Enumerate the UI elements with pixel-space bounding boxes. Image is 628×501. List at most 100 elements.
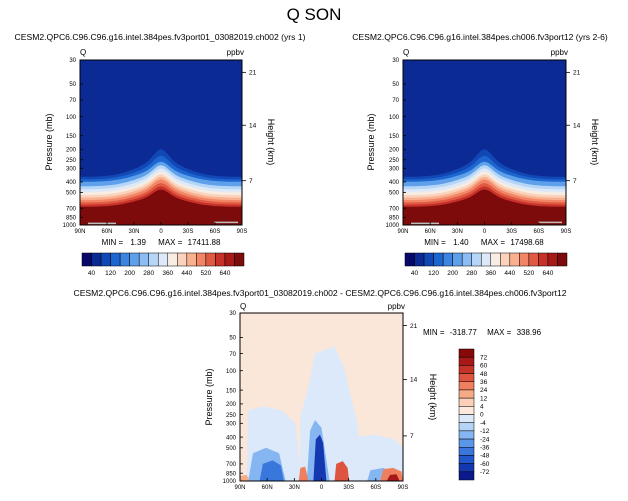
panel-3-colorbar-label-5: 12 xyxy=(480,395,488,402)
panel-1-x-tick-label-4: 30S xyxy=(183,229,194,235)
panel-3-colorbar-label-13: -60 xyxy=(480,461,490,468)
panel-3-y-tick-label-0: 30 xyxy=(229,311,236,317)
panel-2-y-tick-label-6: 250 xyxy=(389,158,400,164)
panel-1-colorbar-swatch-0 xyxy=(81,252,92,267)
panel-1-colorbar: 40 120 200 280 360 440 520 640 xyxy=(81,252,245,277)
panel-1-colorbar-swatch-15 xyxy=(224,252,235,267)
panel-3-max-value: 338.96 xyxy=(517,328,542,337)
panel-3-x-tick-label-4: 30S xyxy=(343,485,354,491)
panel-1-colorbar-swatch-12 xyxy=(196,252,207,267)
panel-1-right-tick-label-1: 14 xyxy=(249,122,257,129)
panel-3-deep-blue-center xyxy=(313,434,327,481)
panel-2-colorbar-swatch-2 xyxy=(423,252,434,267)
panel-2-max-value: 17498.68 xyxy=(510,238,544,247)
panel-1-colorbar-swatch-13 xyxy=(205,252,216,267)
panel-3-right-tick-label-0: 21 xyxy=(410,323,418,330)
panel-3-colorbar-swatch-12 xyxy=(458,447,475,456)
panel-3-y-tick-label-10: 700 xyxy=(226,462,237,468)
panel-3-colorbar-label-4: 24 xyxy=(480,387,488,394)
panel-1-colorbar-swatch-10 xyxy=(177,252,188,267)
panel-2-y-tick-label-8: 400 xyxy=(389,180,400,186)
panel-2-ylabel: Pressure (mb) xyxy=(366,113,376,170)
panel-1-x-tick-label-6: 90S xyxy=(237,229,248,235)
panel-3-ylabel: Pressure (mb) xyxy=(204,368,214,425)
panel-3-right-tick-label-1: 14 xyxy=(410,377,418,384)
panel-3-colorbar-swatch-9 xyxy=(458,422,475,432)
panel-1-heatmap xyxy=(80,60,242,225)
panel-3-colorbar-swatch-10 xyxy=(458,430,475,440)
panel-3-colorbar-label-3: 36 xyxy=(480,379,488,386)
panel-2-colorbar-label-5: 440 xyxy=(504,270,515,277)
panel-3-y-tick-label-6: 250 xyxy=(226,413,237,419)
panel-3-colorbar-swatch-4 xyxy=(458,381,475,391)
panel-1-y-tick-label-3: 100 xyxy=(66,115,77,121)
panel-1-max-value: 17411.88 xyxy=(188,238,221,247)
panel-2-colorbar-swatch-5 xyxy=(452,252,463,267)
panel-3-colorbar-label-11: -36 xyxy=(480,444,490,451)
panel-3-colorbar-label-2: 48 xyxy=(480,371,488,378)
panel-2-colorbar: 40 120 200 280 360 440 520 640 xyxy=(404,252,568,277)
panel-2-colorbar-swatch-12 xyxy=(519,252,530,267)
panel-1-max-label: MAX = xyxy=(158,238,183,247)
panel-3-colorbar-label-10: -24 xyxy=(480,436,490,443)
panel-1-min-label: MIN = xyxy=(102,238,124,247)
panel-1-x-tick-label-2: 30N xyxy=(128,229,139,235)
panel-2-colorbar-swatch-3 xyxy=(433,252,444,267)
panel-2-y-tick-label-9: 500 xyxy=(389,191,400,197)
panel-3-dark-red-right xyxy=(386,474,400,481)
panel-3-min-value: -318.77 xyxy=(450,328,478,337)
panel-1: CESM2.QPC6.C96.C96.g16.intel.384pes.fv3p… xyxy=(15,32,306,277)
panel-1-colorbar-swatch-1 xyxy=(91,252,102,267)
panel-2-min-value: 1.40 xyxy=(453,238,469,247)
panel-1-colorbar-label-5: 440 xyxy=(181,270,192,277)
panel-1-colorbar-swatch-8 xyxy=(157,252,169,267)
panel-2-colorbar-label-3: 280 xyxy=(466,270,477,277)
panel-3-x-tick-label-0: 90N xyxy=(234,485,245,491)
panel-1-x-tick-label-0: 90N xyxy=(74,229,85,235)
panel-3-y-tick-label-8: 400 xyxy=(226,435,237,441)
panel-1-y-tick-label-10: 700 xyxy=(66,206,77,212)
panel-3-colorbar-swatch-1 xyxy=(458,356,475,366)
panel-1-colorbar-swatch-16 xyxy=(234,252,245,267)
panel-2-y-tick-label-5: 200 xyxy=(389,147,400,153)
panel-3-colorbar-label-0: 72 xyxy=(480,354,488,361)
panel-3-colorbar-swatch-8 xyxy=(458,414,475,423)
panel-2-stats: MIN = 1.40 MAX = 17498.68 xyxy=(424,238,544,247)
panel-1-y-tick-label-9: 500 xyxy=(66,191,77,197)
panel-1-right-ticks: 21 14 7 xyxy=(242,70,257,185)
panel-2-colorbar-label-4: 360 xyxy=(485,270,496,277)
panel-3-x-tick-label-2: 30N xyxy=(289,485,300,491)
panel-3-y-tick-label-12: 1000 xyxy=(223,479,237,485)
panel-2-y-tick-label-3: 100 xyxy=(389,115,400,121)
panel-3-y-tick-label-2: 70 xyxy=(229,352,236,358)
panel-3-red-left xyxy=(298,466,309,481)
panel-3-colorbar-label-6: 4 xyxy=(480,404,484,411)
panel-1-y-tick-label-6: 250 xyxy=(66,158,77,164)
panel-1-x-ticks: 90N 60N 30N 0 30S 60S 90S xyxy=(74,222,247,235)
panel-2-y-tick-label-10: 700 xyxy=(389,206,400,212)
panel-3-colorbar-label-1: 60 xyxy=(480,363,488,370)
panel-1-colorbar-label-0: 40 xyxy=(88,270,96,277)
panel-2-right-ticks: 21 14 7 xyxy=(566,70,581,185)
figure-title: Q SON xyxy=(287,5,342,24)
panel-2-x-tick-label-2: 30N xyxy=(452,229,463,235)
panel-3-colorbar-label-12: -48 xyxy=(480,453,490,460)
panel-3-x-tick-label-5: 60S xyxy=(370,485,381,491)
panel-1-colorbar-label-6: 520 xyxy=(200,270,211,277)
panel-2-ylabel-right: Height (km) xyxy=(590,119,600,166)
panel-2-colorbar-swatch-15 xyxy=(547,252,558,267)
panel-1-y-tick-label-12: 1000 xyxy=(63,223,77,229)
panel-1-colorbar-label-4: 360 xyxy=(162,270,173,277)
panel-3-right-ticks: 21 14 7 xyxy=(403,323,418,440)
panel-1-y-tick-label-5: 200 xyxy=(66,147,77,153)
panel-2-colorbar-label-0: 40 xyxy=(411,270,419,277)
panel-3-colorbar-label-14: -72 xyxy=(480,469,490,476)
panel-2-min-label: MIN = xyxy=(424,238,446,247)
panel-3-x-tick-label-1: 60N xyxy=(262,485,273,491)
panel-3-y-tick-label-4: 150 xyxy=(226,388,237,394)
panel-2-y-tick-label-2: 70 xyxy=(392,98,399,104)
panel-2-units-label: ppbv xyxy=(551,48,568,57)
panel-3-colorbar-swatch-0 xyxy=(458,348,475,358)
